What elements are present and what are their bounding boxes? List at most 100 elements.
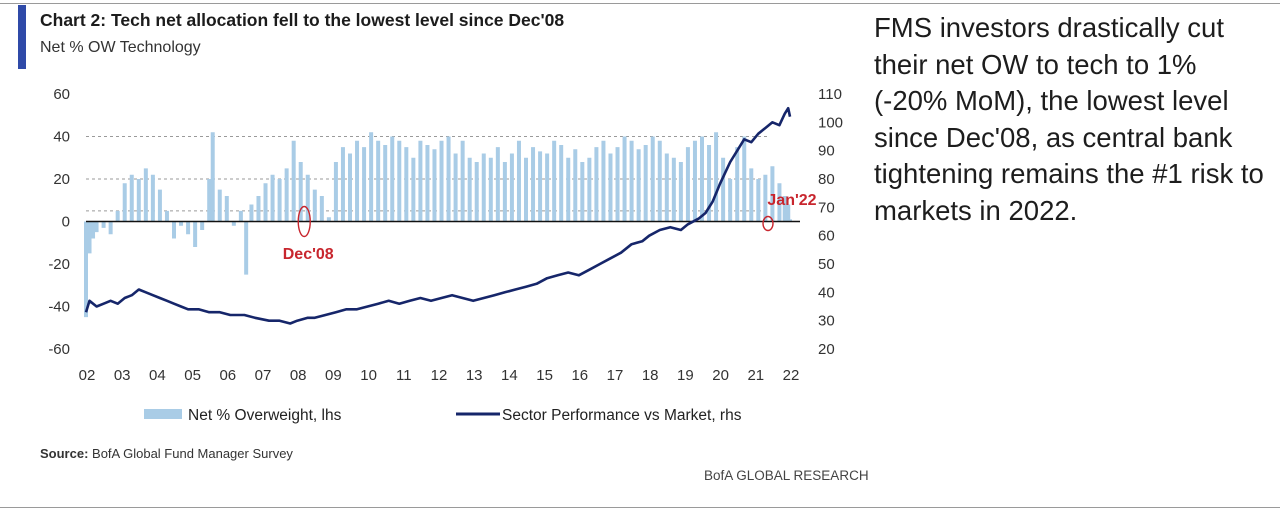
bar (770, 166, 775, 222)
bar (685, 147, 690, 222)
bar (749, 168, 754, 222)
bar (172, 221, 176, 239)
right-tick-label: 110 (818, 86, 842, 103)
bar (692, 140, 697, 222)
left-tick-label: 40 (53, 129, 70, 146)
right-tick-label: 100 (818, 114, 843, 131)
right-tick-label: 90 (818, 143, 835, 160)
bar (369, 132, 374, 222)
bar (249, 204, 254, 222)
source-line: Source: BofA Global Fund Manager Survey (40, 446, 293, 461)
x-tick-label: 14 (501, 367, 518, 384)
x-tick-label: 21 (747, 367, 764, 384)
left-tick-label: 0 (62, 214, 70, 231)
bar (143, 168, 148, 222)
net-overweight-bars (84, 132, 792, 318)
x-tick-label: 05 (184, 367, 201, 384)
legend-label-line: Sector Performance vs Market, rhs (502, 407, 742, 424)
bar (594, 147, 599, 222)
legend: Net % Overweight, lhs Sector Performance… (144, 407, 742, 424)
bar (84, 221, 88, 318)
bar (509, 153, 514, 222)
bar (340, 147, 345, 222)
bar (657, 140, 662, 222)
commentary-text: FMS investors drastically cut their net … (874, 12, 1264, 226)
bar (580, 162, 585, 222)
bar (516, 140, 521, 222)
bar (376, 140, 381, 222)
bar (115, 210, 120, 222)
x-tick-label: 12 (431, 367, 448, 384)
bar (467, 157, 472, 222)
bar (629, 140, 634, 222)
bar (136, 179, 141, 222)
bar (481, 153, 486, 222)
annotation-marker (762, 215, 774, 232)
bar (122, 183, 127, 222)
bar (782, 196, 787, 222)
bar (495, 147, 500, 222)
bar (786, 204, 791, 222)
x-tick-label: 08 (290, 367, 307, 384)
x-tick-label: 19 (677, 367, 694, 384)
x-tick-label: 10 (360, 367, 377, 384)
bar (291, 140, 296, 222)
bar (671, 157, 676, 222)
bar (355, 140, 360, 222)
annotation-label: Jan'22 (767, 192, 816, 209)
bar (636, 149, 641, 222)
x-tick-label: 13 (466, 367, 483, 384)
bar (193, 221, 198, 247)
x-tick-label: 16 (571, 367, 588, 384)
bar (305, 174, 310, 222)
right-tick-label: 20 (818, 341, 835, 358)
bar (742, 136, 747, 222)
bar (531, 147, 536, 222)
x-tick-label: 20 (712, 367, 729, 384)
bar (559, 145, 564, 222)
right-tick-label: 30 (818, 313, 835, 330)
x-tick-label: 04 (149, 367, 166, 384)
bar (238, 210, 243, 222)
bar (418, 140, 423, 222)
bar (664, 153, 669, 222)
bar (108, 221, 113, 235)
bar (284, 168, 289, 222)
bar (587, 157, 592, 222)
bar (545, 153, 550, 222)
bar (312, 189, 317, 222)
x-tick-label: 18 (642, 367, 659, 384)
bar (319, 196, 324, 222)
x-tick-label: 15 (536, 367, 553, 384)
annotation-label: Dec'08 (283, 246, 334, 263)
bar (601, 140, 606, 222)
bar (94, 221, 99, 233)
bar (150, 174, 155, 222)
left-tick-label: -40 (48, 299, 70, 316)
x-tick-label: 07 (255, 367, 272, 384)
bar (524, 157, 528, 222)
bar (650, 136, 655, 222)
left-axis-ticks: 60 40 20 0 -20 -40 -60 (48, 86, 70, 358)
right-tick-label: 70 (818, 199, 835, 216)
right-tick-label: 40 (818, 284, 835, 301)
bar (721, 157, 726, 222)
bar (643, 145, 648, 222)
top-rule (0, 3, 1280, 4)
bar (432, 149, 437, 222)
bar (326, 217, 331, 222)
bar (552, 140, 557, 222)
bar (728, 179, 733, 222)
bar (210, 132, 215, 222)
research-credit: BofA GLOBAL RESEARCH (704, 468, 869, 483)
legend-swatch-bars (144, 409, 182, 419)
bar (404, 147, 409, 222)
title-accent-bar (18, 5, 26, 69)
x-tick-label: 02 (79, 367, 96, 384)
bottom-rule (0, 507, 1280, 508)
legend-label-bars: Net % Overweight, lhs (188, 407, 342, 424)
annotations: Dec'08 Jan'22 (283, 192, 817, 263)
bar (217, 189, 222, 222)
bar (566, 157, 571, 222)
